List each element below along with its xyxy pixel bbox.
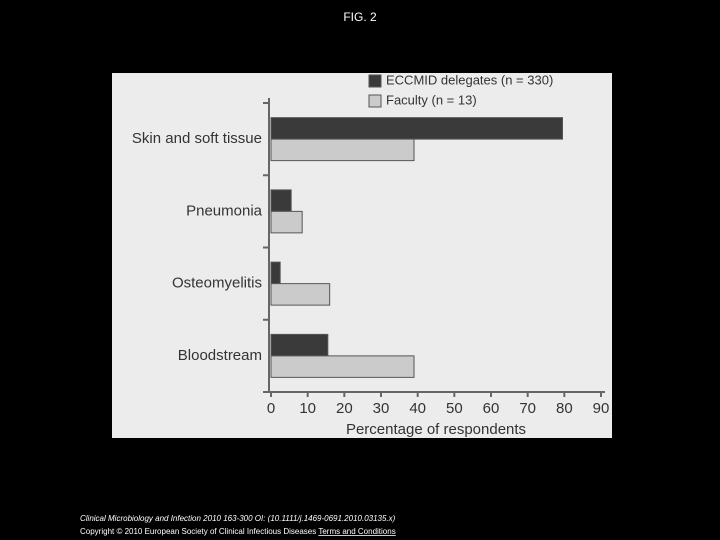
x-tick-label: 70 <box>519 400 536 417</box>
terms-link[interactable]: Terms and Conditions <box>318 527 395 536</box>
x-tick-label: 90 <box>593 400 610 417</box>
copyright: Copyright © 2010 European Society of Cli… <box>80 527 396 536</box>
bar <box>270 138 415 162</box>
y-tick-label: Skin and soft tissue <box>132 130 262 147</box>
bar <box>270 189 292 212</box>
legend-label: Faculty (n = 13) <box>386 92 477 107</box>
citation: Clinical Microbiology and Infection 2010… <box>80 514 396 523</box>
bar <box>270 210 303 234</box>
x-tick-label: 30 <box>373 400 390 417</box>
legend-swatch <box>368 74 382 88</box>
x-tick-label: 60 <box>483 400 500 417</box>
legend-swatch <box>368 94 382 108</box>
bar <box>270 261 281 285</box>
x-tick-label: 50 <box>446 400 463 417</box>
x-tick-label: 20 <box>336 400 353 417</box>
bar <box>270 355 415 378</box>
y-tick-label: Bloodstream <box>178 347 262 364</box>
bar <box>270 117 563 140</box>
legend-label: ECCMID delegates (n = 330) <box>386 72 553 87</box>
bar <box>270 333 329 357</box>
x-tick-label: 10 <box>299 400 316 417</box>
x-tick-label: 40 <box>409 400 426 417</box>
y-tick-label: Osteomyelitis <box>172 275 262 292</box>
copyright-text: Copyright © 2010 European Society of Cli… <box>80 527 316 536</box>
y-tick-label: Pneumonia <box>186 202 263 219</box>
x-axis-title: Percentage of respondents <box>346 421 526 438</box>
slide-title: FIG. 2 <box>343 10 377 24</box>
bar <box>270 283 331 306</box>
x-tick-label: 80 <box>556 400 573 417</box>
x-tick-label: 0 <box>267 400 275 417</box>
